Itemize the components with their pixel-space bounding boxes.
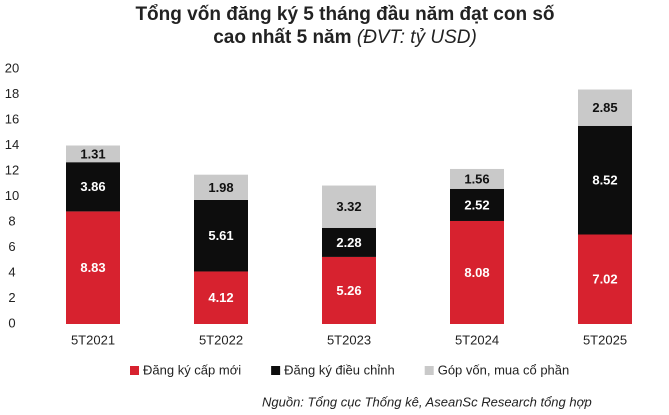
y-tick-label: 16	[5, 111, 19, 126]
bar-segment	[322, 185, 376, 228]
bar-segment	[322, 227, 376, 257]
y-tick-label: 8	[8, 213, 15, 228]
data-label: 8.83	[80, 260, 105, 275]
title-line: cao nhất 5 năm (ĐVT: tỷ USD)	[213, 27, 477, 48]
legend-swatch	[424, 366, 434, 375]
y-tick-label: 14	[5, 137, 19, 152]
chart-title: cao nhất 5 năm	[213, 27, 351, 48]
bar-segment	[450, 188, 504, 221]
data-label: 8.52	[592, 173, 617, 188]
chart-subtitle: (ĐVT: tỷ USD)	[357, 27, 477, 48]
source-note: Nguồn: Tổng cục Thống kê, AseanSc Resear…	[262, 394, 592, 409]
y-tick-label: 12	[5, 162, 19, 177]
bar-segment	[450, 168, 504, 189]
bar-segment	[578, 125, 632, 235]
x-tick-label: 5T2023	[327, 332, 371, 347]
data-label: 5.61	[208, 228, 233, 243]
data-label: 5.26	[336, 283, 361, 298]
bar-segment	[66, 211, 120, 324]
legend-label: Góp vốn, mua cổ phần	[438, 362, 570, 377]
data-label: 3.32	[336, 199, 361, 214]
bar-segment	[578, 89, 632, 126]
legend-label: Đăng ký điều chỉnh	[284, 362, 395, 377]
chart-title: Tổng vốn đăng ký 5 tháng đầu năm đạt con…	[135, 4, 554, 25]
bar-segment	[194, 199, 248, 272]
bar-segment	[66, 145, 120, 163]
legend-swatch	[130, 366, 139, 375]
bar-segment	[450, 220, 504, 324]
x-tick-label: 5T2022	[199, 332, 243, 347]
bar-segment	[194, 271, 248, 324]
x-tick-label: 5T2025	[583, 332, 627, 347]
y-tick-label: 18	[5, 86, 19, 101]
x-tick-label: 5T2024	[455, 332, 499, 347]
data-label: 7.02	[592, 272, 617, 287]
data-label: 4.12	[208, 290, 233, 305]
y-tick-label: 20	[5, 60, 19, 75]
y-tick-label: 4	[8, 264, 15, 279]
bar-segment	[66, 162, 120, 212]
y-tick-label: 6	[8, 239, 15, 254]
data-label: 2.52	[464, 197, 489, 212]
data-label: 1.56	[464, 171, 489, 186]
y-tick-label: 2	[8, 290, 15, 305]
data-label: 3.86	[80, 179, 105, 194]
x-tick-label: 5T2021	[71, 332, 115, 347]
y-tick-label: 10	[5, 188, 19, 203]
legend-swatch	[271, 366, 281, 375]
data-label: 1.31	[80, 146, 105, 161]
data-label: 2.85	[592, 100, 617, 115]
data-label: 8.08	[464, 265, 489, 280]
y-tick-label: 0	[8, 315, 15, 330]
data-label: 2.28	[336, 235, 361, 250]
data-label: 1.98	[208, 180, 233, 195]
bar-segment	[578, 234, 632, 324]
legend-label: Đăng ký cấp mới	[143, 362, 241, 377]
bar-segment	[194, 174, 248, 200]
bar-segment	[322, 256, 376, 324]
